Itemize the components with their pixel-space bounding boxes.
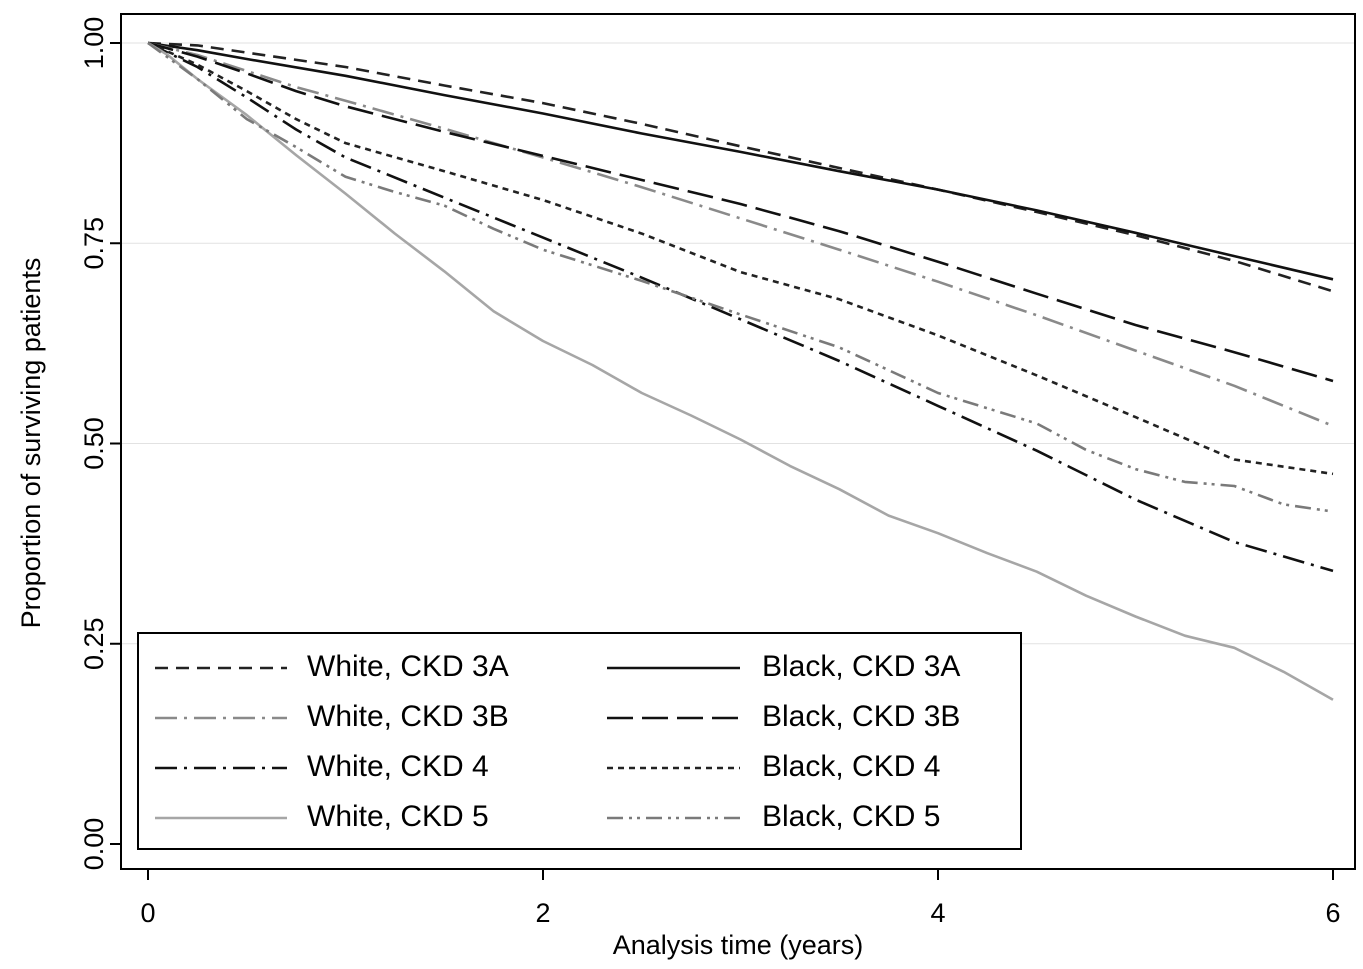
x-tick-label-2: 4 — [930, 898, 945, 928]
series-line-5 — [147, 41, 1334, 476]
y-tick-label-4: 1.00 — [79, 17, 109, 70]
legend-label-1: Black, CKD 3A — [762, 650, 960, 683]
legend-label-2: White, CKD 3B — [307, 700, 509, 733]
series-line-0 — [147, 41, 1334, 293]
series-line-1 — [147, 41, 1334, 281]
axes-layer: 0.00 0.25 0.50 0.75 1.00 0 2 4 6 — [79, 17, 1340, 928]
legend: White, CKD 3A White, CKD 3B White, CKD 4 Wh… — [137, 632, 1022, 850]
legend-label-6: White, CKD 5 — [307, 800, 489, 833]
series-line-3 — [147, 41, 1334, 383]
series-line-4 — [147, 41, 1334, 573]
x-tick-label-1: 2 — [535, 898, 550, 928]
y-tick-label-1: 0.25 — [79, 617, 109, 670]
x-tick-label-3: 6 — [1325, 898, 1340, 928]
legend-label-4: White, CKD 4 — [307, 750, 489, 783]
legend-label-0: White, CKD 3A — [307, 650, 509, 683]
y-tick-label-3: 0.75 — [79, 217, 109, 270]
series-layer — [147, 41, 1334, 701]
series-line-2 — [147, 41, 1334, 428]
legend-label-3: Black, CKD 3B — [762, 700, 960, 733]
y-axis-label: Proportion of surviving patients — [16, 258, 46, 629]
x-tick-label-0: 0 — [140, 898, 155, 928]
y-tick-label-0: 0.00 — [79, 818, 109, 871]
legend-label-5: Black, CKD 4 — [762, 750, 940, 783]
legend-label-7: Black, CKD 5 — [762, 800, 940, 833]
x-axis-label: Analysis time (years) — [613, 930, 864, 960]
y-tick-label-2: 0.50 — [79, 417, 109, 470]
series-line-6 — [147, 41, 1334, 701]
